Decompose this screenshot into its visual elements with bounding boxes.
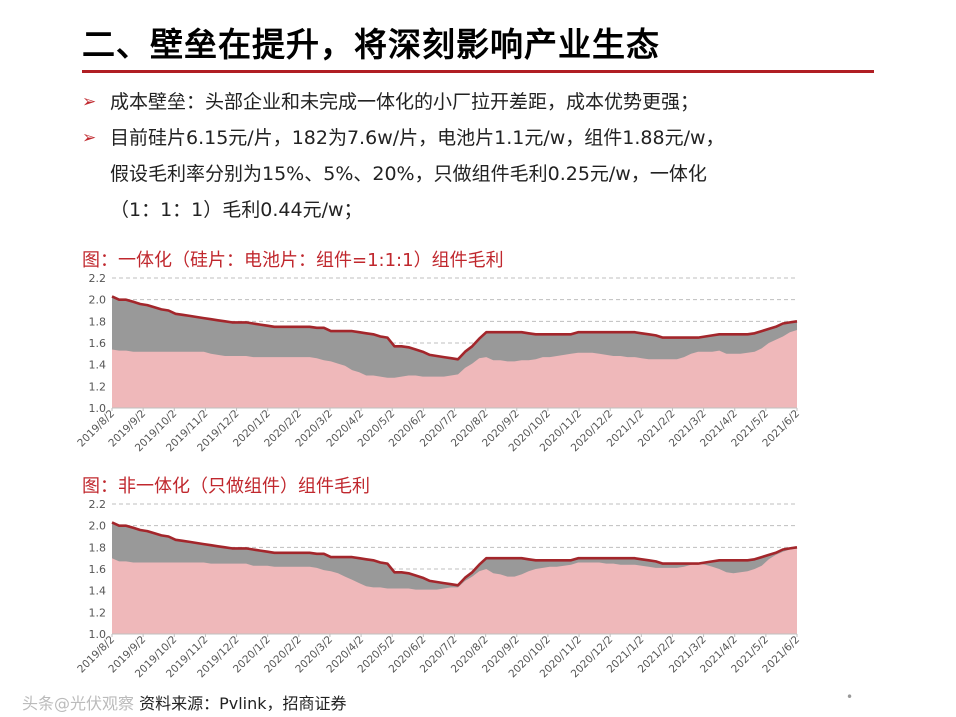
arrow-right-icon: ➢ bbox=[82, 92, 97, 112]
y-tick-label: 1.8 bbox=[89, 315, 107, 328]
y-tick-label: 1.4 bbox=[89, 585, 107, 598]
chart-title-integrated: 图：一体化（硅片：电池片：组件=1:1:1）组件毛利 bbox=[82, 250, 504, 271]
source-text: 资料来源：Pvlink，招商证券 bbox=[139, 694, 347, 713]
y-tick-label: 2.2 bbox=[89, 272, 107, 285]
page-title: 二、壁垒在提升，将深刻影响产业生态 bbox=[82, 25, 660, 64]
bullet-item-cost-barrier: ➢ 成本壁垒：头部企业和未完成一体化的小厂拉开差距，成本优势更强； bbox=[82, 84, 882, 120]
y-tick-label: 1.6 bbox=[89, 337, 107, 350]
y-tick-label: 1.8 bbox=[89, 541, 107, 554]
bullet-text-line: 成本壁垒：头部企业和未完成一体化的小厂拉开差距，成本优势更强； bbox=[110, 91, 700, 113]
chart-integrated-margin: 1.01.21.41.61.82.02.22019/8/22019/9/2201… bbox=[75, 272, 802, 454]
y-tick-label: 1.2 bbox=[89, 380, 107, 393]
chart-title-non-integrated: 图：非一体化（只做组件）组件毛利 bbox=[82, 476, 370, 497]
y-tick-label: 2.2 bbox=[89, 498, 107, 511]
bullet-list: ➢ 成本壁垒：头部企业和未完成一体化的小厂拉开差距，成本优势更强； ➢ 目前硅片… bbox=[82, 84, 882, 228]
bullet-item-price-assumptions: ➢ 目前硅片6.15元/片，182为7.6w/片，电池片1.1元/w，组件1.8… bbox=[82, 120, 882, 228]
title-divider bbox=[82, 70, 874, 73]
y-tick-label: 1.0 bbox=[89, 402, 107, 415]
area-pink bbox=[112, 548, 797, 634]
series-line bbox=[111, 521, 798, 587]
bullet-text-line: （1：1：1）毛利0.44元/w； bbox=[110, 199, 363, 221]
watermark-text: 头条@光伏观察 bbox=[22, 694, 135, 713]
chart-non-integrated-margin: 1.01.21.41.61.82.02.22019/8/22019/9/2201… bbox=[75, 498, 802, 680]
y-tick-label: 1.0 bbox=[89, 628, 107, 641]
y-tick-label: 1.4 bbox=[89, 359, 107, 372]
y-tick-label: 1.6 bbox=[89, 563, 107, 576]
y-tick-label: 1.2 bbox=[89, 606, 107, 619]
bullet-text-line: 目前硅片6.15元/片，182为7.6w/片，电池片1.1元/w，组件1.88元… bbox=[110, 127, 725, 149]
bullet-text-line: 假设毛利率分别为15%、5%、20%，只做组件毛利0.25元/w，一体化 bbox=[110, 163, 707, 185]
y-tick-label: 2.0 bbox=[89, 520, 107, 533]
y-tick-label: 2.0 bbox=[89, 294, 107, 307]
area-pink bbox=[112, 330, 797, 408]
source-note: 头条@光伏观察 资料来源：Pvlink，招商证券 bbox=[22, 690, 347, 714]
page-marker: • bbox=[846, 690, 854, 704]
arrow-right-icon: ➢ bbox=[82, 128, 97, 148]
series-line bbox=[111, 295, 798, 361]
